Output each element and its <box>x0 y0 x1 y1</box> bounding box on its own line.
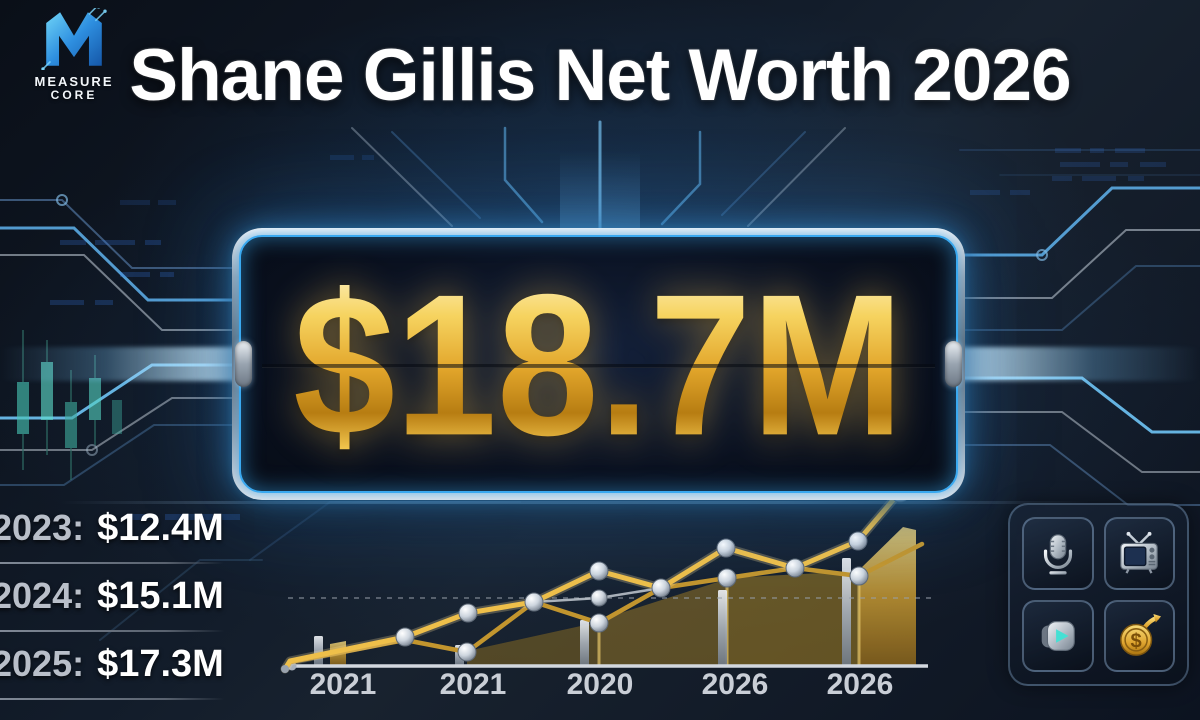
play-icon <box>1041 620 1075 651</box>
stat-row-2025: 2025: $17.3M <box>0 632 242 698</box>
stat-row-2023: 2023: $12.4M <box>0 496 242 562</box>
tile-tv <box>1103 517 1175 590</box>
stat-value: $12.4M <box>97 507 224 549</box>
stat-year: 2025: <box>0 643 85 684</box>
panel-bezel: $18.7M <box>239 235 958 493</box>
coin-dollar-glyph: $ <box>1131 630 1142 652</box>
x-label: 2026 <box>702 668 769 700</box>
divider <box>0 562 224 564</box>
stat-year: 2024: <box>0 575 85 616</box>
brand-line2: CORE <box>50 88 98 103</box>
gold-area-fills <box>330 527 916 666</box>
tile-play <box>1022 599 1094 672</box>
x-label: 2021 <box>440 668 507 700</box>
divider <box>0 630 224 632</box>
flip-clock-seam <box>262 364 935 368</box>
tile-dollar-growth: $ <box>1103 599 1175 672</box>
dollar-growth-icon: $ <box>1120 613 1162 656</box>
media-icon-panel: $ <box>1008 503 1189 686</box>
tv-icon <box>1120 532 1159 574</box>
brand-line1: MEASURE <box>34 74 114 89</box>
x-label: 2021 <box>310 668 377 700</box>
trend-chart: 2021 2021 2020 2026 2026 <box>270 470 960 705</box>
stat-value: $15.1M <box>97 575 224 617</box>
x-label: 2020 <box>567 668 634 700</box>
x-label: 2026 <box>827 668 894 700</box>
stat-value: $17.3M <box>97 643 224 685</box>
tile-microphone <box>1022 517 1094 590</box>
microphone-icon <box>1043 534 1072 575</box>
stat-row-2024: 2024: $15.1M <box>0 564 242 630</box>
silver-bars <box>314 558 851 666</box>
panel-underglow <box>60 501 1090 504</box>
net-worth-display-panel: $18.7M <box>232 228 965 500</box>
divider <box>0 698 224 700</box>
yearly-stats-list: 2023: $12.4M 2024: $15.1M 2025: $17.3M <box>0 496 242 700</box>
panel-right-hinge <box>945 341 962 387</box>
x-axis-labels: 2021 2021 2020 2026 2026 <box>310 668 894 701</box>
stat-year: 2023: <box>0 507 85 548</box>
brand-logo: MEASURE CORE <box>14 5 134 103</box>
measure-core-m-icon <box>41 5 107 71</box>
page-title: Shane Gillis Net Worth 2026 <box>129 35 1071 116</box>
panel-left-hinge <box>235 341 252 387</box>
